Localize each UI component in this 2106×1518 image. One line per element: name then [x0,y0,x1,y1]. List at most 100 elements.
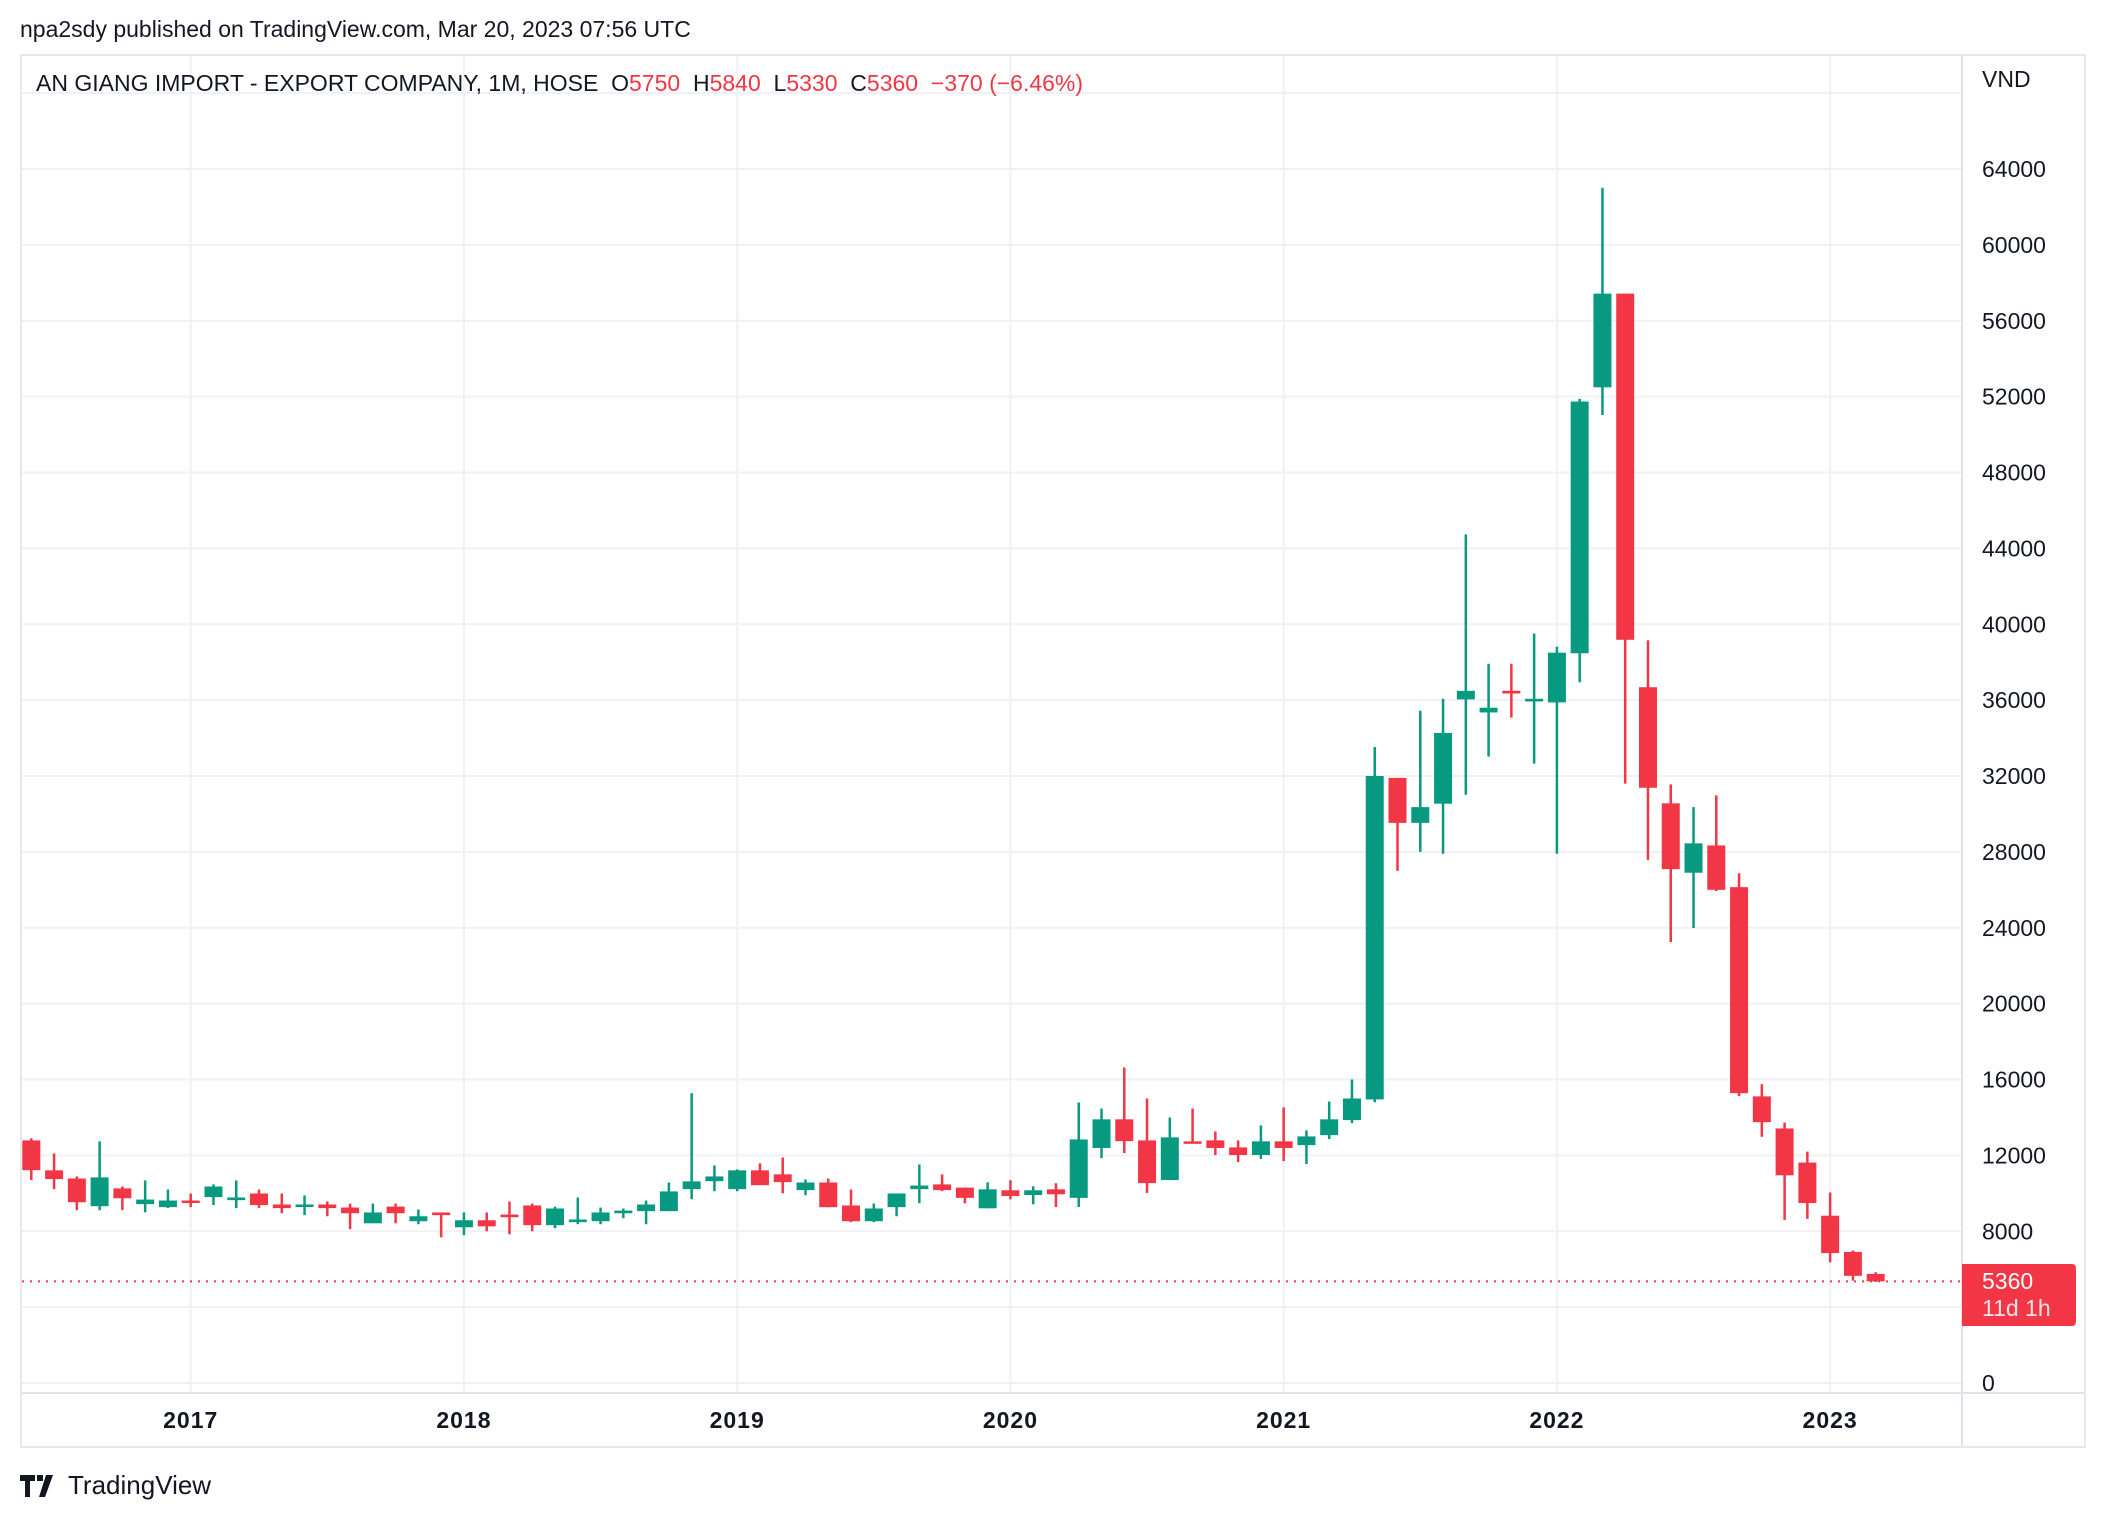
candle-down [1115,1067,1134,1154]
candle-body [1434,732,1453,804]
candle-up [659,1182,678,1212]
candle-down [1274,1107,1293,1162]
candle-body [728,1170,747,1190]
x-tick-label: 2018 [436,1407,491,1433]
candle-body [1502,690,1521,694]
open-label: O [611,70,630,96]
symbol-legend: AN GIANG IMPORT - EXPORT COMPANY, 1M, HO… [36,70,1083,97]
y-tick-label: 0 [1982,1370,1995,1396]
candle-down [500,1201,519,1235]
candle-down [1798,1151,1817,1219]
candle-down [1821,1192,1840,1263]
candle-body [910,1185,929,1190]
candle-up [910,1164,929,1204]
close-value: 5360 [866,70,919,96]
brand-name: TradingView [68,1470,212,1500]
candle-body [500,1214,519,1218]
candle-down [819,1178,838,1208]
candle-up [1024,1186,1043,1205]
candle-down [1001,1180,1020,1200]
candle-body [227,1197,246,1201]
candle-up [454,1212,473,1236]
candle-body [1069,1139,1088,1198]
candle-up [1365,746,1384,1103]
candle-up [637,1200,656,1225]
candle-body [454,1220,473,1228]
candle-up [1342,1079,1361,1124]
candle-down [45,1153,64,1190]
candle-up [409,1209,428,1225]
candle-down [842,1189,861,1223]
candle-body [1638,687,1657,788]
candle-body [1730,887,1749,1094]
candle-body [933,1184,952,1191]
candle-up [1684,807,1703,928]
candle-up [705,1165,724,1192]
candle-body [1138,1140,1157,1184]
candle-body [637,1204,656,1212]
candle-up [1320,1101,1339,1140]
currency-label: VND [1982,66,2031,92]
candle-down [773,1157,792,1194]
candle-up [363,1203,382,1224]
candle-body [1798,1162,1817,1203]
candle-body [1411,807,1430,823]
candle-body [773,1174,792,1183]
candle-up [568,1197,587,1225]
candle-body [1866,1273,1885,1282]
candle-body [1115,1119,1134,1142]
candle-body [1365,776,1384,1100]
candle-body [67,1178,86,1203]
candle-down [1206,1131,1225,1155]
candle-down [1661,784,1680,942]
candle-up [158,1189,177,1209]
candle-up [728,1169,747,1192]
candle-down [1183,1108,1202,1144]
candle-body [1001,1190,1020,1196]
candle-body [1183,1141,1202,1144]
x-tick-label: 2017 [163,1407,218,1433]
candle-down [386,1203,405,1224]
candle-body [523,1205,542,1226]
candle-down [1616,293,1635,784]
candle-up [1092,1108,1111,1159]
tradingview-logo[interactable]: TradingView [20,1470,211,1501]
candle-body [546,1208,565,1226]
candle-body [318,1204,337,1209]
y-tick-label: 52000 [1982,384,2046,410]
candle-body [842,1205,861,1222]
candle-body [204,1186,223,1198]
candle-down [272,1193,291,1214]
x-tick-label: 2021 [1256,1407,1311,1433]
candle-down [1046,1183,1065,1207]
symbol-title: AN GIANG IMPORT - EXPORT COMPANY, 1M, HO… [36,70,599,96]
candle-body [1661,803,1680,870]
candle-down [1843,1250,1862,1281]
candle-down [250,1189,269,1209]
candle-body [1547,652,1566,703]
candle-body [796,1182,815,1191]
candle-body [1388,777,1407,823]
candle-up [682,1093,701,1200]
candle-body [1206,1140,1225,1148]
y-tick-label: 40000 [1982,611,2046,637]
candle-up [591,1207,610,1225]
low-label: L [773,70,787,96]
candle-body [1707,845,1726,890]
candle-body [136,1199,155,1205]
candle-up [864,1203,883,1223]
y-tick-label: 56000 [1982,308,2046,334]
candle-body [363,1212,382,1224]
high-value: 5840 [709,70,761,96]
candle-body [705,1176,724,1182]
candle-body [568,1219,587,1223]
axes [22,56,2084,1446]
y-tick-label: 44000 [1982,535,2046,561]
candle-up [295,1195,314,1216]
candle-down [432,1212,451,1238]
candle-up [1570,398,1589,683]
close-label: C [850,70,867,96]
candle-up [204,1184,223,1206]
candle-down [318,1201,337,1217]
